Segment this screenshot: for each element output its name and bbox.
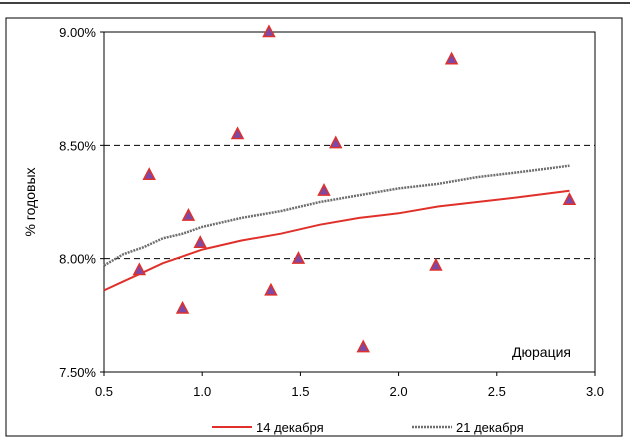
- data-point-14: [562, 192, 577, 205]
- x-tick-labels: 0.5 1.0 1.5 2.0 2.5 3.0: [95, 372, 604, 399]
- x-tick-label: 2.5: [488, 384, 506, 399]
- x-tick-label: 2.0: [390, 384, 408, 399]
- legend-label-1: 21 декабря: [456, 420, 524, 435]
- y-tick-label: 9.00%: [59, 25, 96, 40]
- duration-annotation: Дюрация: [512, 344, 571, 360]
- data-point-6: [262, 24, 276, 38]
- data-point-7: [264, 282, 278, 296]
- legend-label-0: 14 декабря: [256, 420, 324, 435]
- y-axis-label: % годовых: [22, 167, 38, 236]
- data-points: [132, 24, 577, 353]
- x-tick-label: 1.5: [291, 384, 309, 399]
- data-point-2: [175, 300, 190, 314]
- plot-area: [103, 31, 596, 373]
- x-tick-label: 0.5: [95, 384, 113, 399]
- data-point-10: [329, 135, 343, 149]
- data-point-1: [142, 167, 156, 181]
- series-line-0: [103, 189, 570, 292]
- x-tick-label: 3.0: [586, 384, 604, 399]
- data-point-3: [181, 207, 196, 221]
- y-tick-label: 8.50%: [59, 138, 96, 153]
- y-tick-label: 7.50%: [59, 365, 96, 380]
- series-line-1: [103, 164, 570, 267]
- legend: 14 декабря 21 декабря: [212, 420, 524, 435]
- data-point-11: [356, 339, 370, 353]
- data-point-12: [429, 257, 443, 271]
- data-point-5: [230, 126, 245, 140]
- y-tick-labels: 7.50% 8.00% 8.50% 9.00%: [59, 25, 104, 380]
- data-point-9: [317, 183, 331, 196]
- y-tick-label: 8.00%: [59, 252, 96, 267]
- data-point-13: [444, 51, 459, 65]
- data-point-8: [291, 251, 306, 264]
- data-point-0: [132, 262, 147, 276]
- x-tick-label: 1.0: [193, 384, 211, 399]
- data-point-4: [193, 235, 207, 249]
- series-lines: [103, 164, 570, 292]
